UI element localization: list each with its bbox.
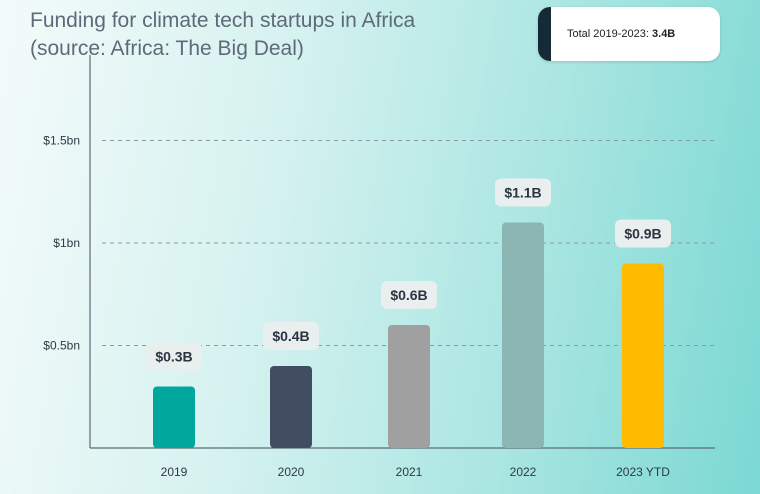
data-label: $1.1B bbox=[504, 185, 541, 201]
x-tick-label: 2019 bbox=[161, 465, 188, 479]
y-tick-label: $1bn bbox=[53, 236, 80, 250]
data-label: $0.3B bbox=[155, 349, 192, 365]
data-label: $0.6B bbox=[390, 287, 427, 303]
total-value: 3.4B bbox=[652, 28, 676, 40]
y-tick-label: $0.5bn bbox=[43, 339, 80, 353]
x-tick-label: 2020 bbox=[278, 465, 305, 479]
total-callout-accent bbox=[538, 7, 551, 61]
total-label: Total 2019-2023: bbox=[567, 28, 649, 40]
x-tick-label: 2021 bbox=[396, 465, 423, 479]
data-label: $0.4B bbox=[272, 328, 309, 344]
x-tick-label: 2022 bbox=[510, 465, 537, 479]
data-label-bg bbox=[146, 342, 202, 371]
data-label: $0.9B bbox=[624, 226, 661, 242]
bar-2023-ytd bbox=[622, 263, 664, 448]
bar-2021 bbox=[388, 325, 430, 448]
data-label-bg bbox=[263, 322, 319, 350]
data-label-bg bbox=[615, 219, 671, 248]
chart-title: Funding for climate tech startups in Afr… bbox=[30, 7, 415, 63]
y-tick-label: $1.5bn bbox=[43, 134, 80, 148]
chart-title-line2: (source: Africa: The Big Deal) bbox=[30, 37, 304, 60]
data-label-bg bbox=[495, 178, 551, 207]
total-callout: Total 2019-2023: 3.4B bbox=[538, 7, 720, 61]
data-label-bg bbox=[381, 281, 437, 309]
bar-2022 bbox=[502, 222, 544, 448]
chart-title-line1: Funding for climate tech startups in Afr… bbox=[30, 9, 416, 32]
bar-2020 bbox=[270, 366, 312, 448]
x-tick-label: 2023 YTD bbox=[616, 465, 670, 479]
bar-2019 bbox=[153, 386, 195, 448]
total-callout-text: Total 2019-2023: 3.4B bbox=[567, 7, 675, 61]
